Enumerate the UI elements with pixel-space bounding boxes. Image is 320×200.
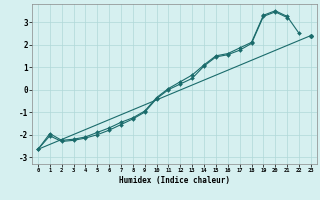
X-axis label: Humidex (Indice chaleur): Humidex (Indice chaleur): [119, 176, 230, 185]
